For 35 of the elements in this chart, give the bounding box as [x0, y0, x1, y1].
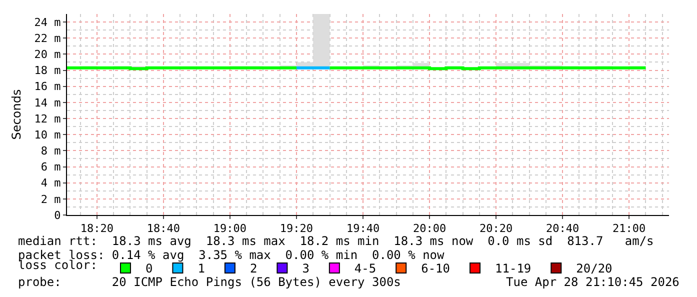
x-tick-label: 19:20	[280, 222, 314, 236]
y-tick-label: 6 m	[40, 160, 62, 174]
x-tick-label: 20:00	[412, 222, 446, 236]
y-tick-label: 8 m	[40, 144, 62, 158]
y-tick-label: 0	[54, 208, 61, 222]
legend-label: 2	[250, 262, 258, 276]
legend-label: 1	[198, 262, 205, 276]
y-tick-label: 22 m	[34, 32, 62, 45]
x-tick-label: 18:40	[146, 222, 180, 236]
x-tick-label: 18:20	[80, 222, 114, 236]
y-tick-label: 12 m	[34, 112, 62, 126]
legend-title: loss color:	[18, 258, 98, 272]
y-tick-label: 10 m	[34, 128, 62, 142]
y-tick-label: 16 m	[34, 80, 62, 94]
legend-label: 3	[302, 262, 310, 276]
x-tick-label: 19:40	[346, 222, 380, 236]
legend-label: 6-10	[421, 262, 450, 276]
y-tick-label: 20 m	[34, 48, 62, 62]
x-tick-label: 20:20	[479, 222, 513, 236]
text: Tue Apr 28 21:10:45 2026	[506, 275, 680, 289]
legend-label: 4-5	[354, 262, 376, 276]
text: median rtt: 18.3 ms avg 18.3 ms max 18.2 ms min 18.3 ms now 0.0 ms sd 813.7 am/s	[18, 234, 654, 248]
x-tick-label: 20:40	[546, 222, 580, 236]
legend-label: 20/20	[576, 262, 612, 276]
legend-label: 0	[145, 262, 153, 276]
y-tick-label: 18 m	[34, 64, 62, 78]
x-tick-label: 21:00	[612, 222, 646, 236]
x-tick-label: 19:00	[213, 222, 247, 236]
y-axis-title: Seconds	[10, 89, 24, 140]
y-tick-label: 14 m	[34, 96, 62, 110]
y-tick-label: 2 m	[40, 192, 62, 206]
y-tick-label: 4 m	[40, 176, 62, 190]
text: probe: 20 ICMP Echo Pings (56 Bytes) every 300s	[18, 275, 401, 289]
legend-label: 11-19	[495, 262, 532, 276]
y-tick-label: 24 m	[34, 16, 62, 29]
